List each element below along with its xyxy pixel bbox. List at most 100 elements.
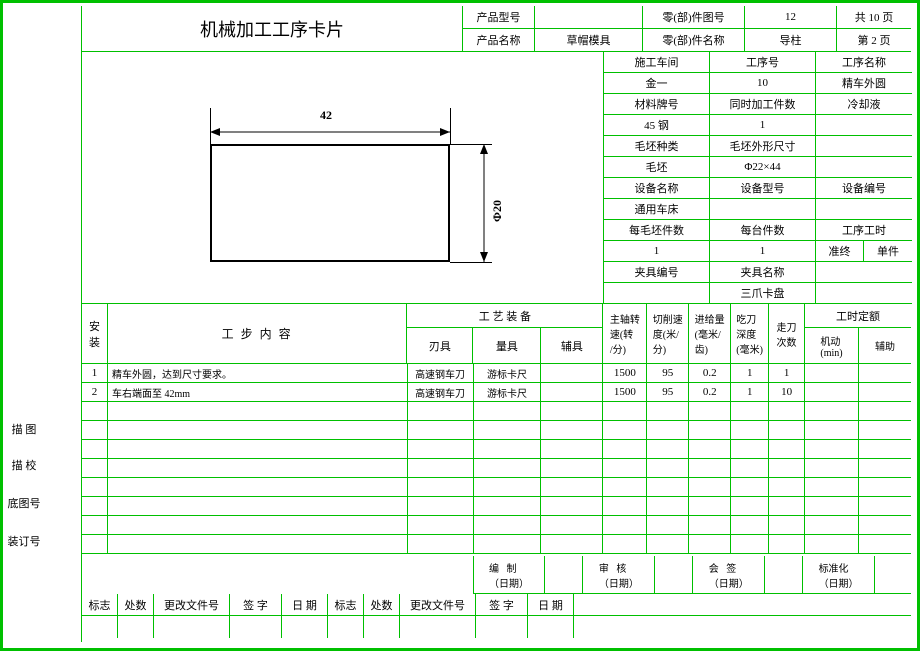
step-cell xyxy=(541,535,603,554)
step-cell xyxy=(731,402,769,421)
step-cell xyxy=(82,497,108,516)
step-cell xyxy=(731,497,769,516)
step-cell: 游标卡尺 xyxy=(474,383,542,402)
chg-date-2: 日 期 xyxy=(528,594,574,616)
step-cell xyxy=(647,421,689,440)
info-cell: 设备编号 xyxy=(816,178,912,199)
step-cell xyxy=(805,535,859,554)
step-cell xyxy=(805,440,859,459)
step-cell xyxy=(541,516,603,535)
step-cell: 高速钢车刀 xyxy=(408,364,474,383)
step-row: 2车右端面至 42mm高速钢车刀游标卡尺1500950.2110 xyxy=(82,383,911,402)
step-cell xyxy=(647,402,689,421)
info-cell xyxy=(604,283,710,304)
step-cell: 精车外圆，达到尺寸要求。 xyxy=(108,364,408,383)
step-cell xyxy=(647,459,689,478)
info-cell: 毛坯 xyxy=(604,157,710,178)
step-cell: 2 xyxy=(82,383,108,402)
info-cell: 10 xyxy=(710,73,816,94)
step-cell xyxy=(108,402,408,421)
chg-count-2: 处数 xyxy=(364,594,400,616)
info-row: 毛坯种类毛坯外形尺寸 xyxy=(604,136,912,157)
chg-count-1: 处数 xyxy=(118,594,154,616)
step-row xyxy=(82,516,911,535)
step-cell xyxy=(82,535,108,554)
step-cell xyxy=(603,402,647,421)
info-cell: 准终 xyxy=(816,241,864,262)
step-cell xyxy=(408,402,474,421)
step-cell xyxy=(731,478,769,497)
info-cell xyxy=(816,136,912,157)
ftr-compile: 编 制 （日期） xyxy=(474,556,546,594)
step-cell: 车右端面至 42mm xyxy=(108,383,408,402)
step-cell xyxy=(603,535,647,554)
step-cell xyxy=(474,516,542,535)
info-cell xyxy=(816,262,912,283)
step-row xyxy=(82,440,911,459)
step-cell xyxy=(474,402,542,421)
step-cell xyxy=(805,383,859,402)
step-cell xyxy=(769,497,805,516)
info-cell: 夹具编号 xyxy=(604,262,710,283)
hdr-part-dwg-label: 零(部)件图号 xyxy=(643,6,745,29)
drawing-panel: 42 Φ20 xyxy=(82,52,604,304)
step-cell xyxy=(769,459,805,478)
step-cell xyxy=(859,478,911,497)
chg-mark-1: 标志 xyxy=(82,594,118,616)
step-cell: 游标卡尺 xyxy=(474,364,542,383)
info-cell xyxy=(816,157,912,178)
info-cell: 1 xyxy=(710,241,816,262)
col-headers: 安 装 工 步 内 容 工 艺 装 备 刃具 量具 辅具 主轴转 速(转 /分)… xyxy=(82,304,911,364)
step-cell: 1 xyxy=(82,364,108,383)
step-row xyxy=(82,421,911,440)
chg-sign-1: 签 字 xyxy=(230,594,282,616)
col-install: 安 装 xyxy=(82,304,108,364)
dim-ext-right xyxy=(450,108,451,144)
info-row: 金一10精车外圆 xyxy=(604,73,912,94)
side-label-drawing: 描 图 xyxy=(3,421,45,437)
step-cell: 1 xyxy=(731,364,769,383)
step-row: 1精车外圆，达到尺寸要求。高速钢车刀游标卡尺1500950.211 xyxy=(82,364,911,383)
col-vc: 切削速 度(米/ 分) xyxy=(647,304,689,364)
step-cell xyxy=(859,440,911,459)
hdr-page: 第 2 页 xyxy=(837,29,911,52)
hdr-part-name: 导柱 xyxy=(745,29,837,52)
step-cell xyxy=(689,535,731,554)
card-title: 机械加工工序卡片 xyxy=(82,6,463,52)
info-cell xyxy=(710,199,816,220)
step-cell xyxy=(408,478,474,497)
info-row: 施工车间工序号工序名称 xyxy=(604,52,912,73)
chg-file-1: 更改文件号 xyxy=(154,594,230,616)
col-tooling: 工 艺 装 备 xyxy=(407,304,603,328)
step-cell xyxy=(408,421,474,440)
step-cell xyxy=(859,402,911,421)
col-aux: 辅具 xyxy=(541,328,603,364)
step-cell: 10 xyxy=(769,383,805,402)
info-cell: 设备名称 xyxy=(604,178,710,199)
info-row: 三爪卡盘 xyxy=(604,283,912,304)
step-cell xyxy=(731,421,769,440)
info-cell: 单件 xyxy=(864,241,912,262)
dim-ext-bot xyxy=(450,262,492,263)
step-cell xyxy=(805,421,859,440)
step-cell xyxy=(689,402,731,421)
info-cell: 每台件数 xyxy=(710,220,816,241)
step-cell: 0.2 xyxy=(689,383,731,402)
info-row: 设备名称设备型号设备编号 xyxy=(604,178,912,199)
info-cell: 材料牌号 xyxy=(604,94,710,115)
step-cell xyxy=(689,459,731,478)
step-cell xyxy=(82,440,108,459)
col-cutter: 刃具 xyxy=(407,328,473,364)
step-cell xyxy=(108,459,408,478)
dim-dia-label: Φ20 xyxy=(490,200,505,222)
ftr-countersign: 会 签 （日期） xyxy=(693,556,765,594)
info-cell: 毛坯外形尺寸 xyxy=(710,136,816,157)
step-cell xyxy=(805,478,859,497)
info-cell: 冷却液 xyxy=(816,94,912,115)
step-cell xyxy=(82,402,108,421)
step-cell xyxy=(82,459,108,478)
step-cell xyxy=(603,440,647,459)
step-row xyxy=(82,478,911,497)
step-cell: 高速钢车刀 xyxy=(408,383,474,402)
step-cell xyxy=(805,497,859,516)
